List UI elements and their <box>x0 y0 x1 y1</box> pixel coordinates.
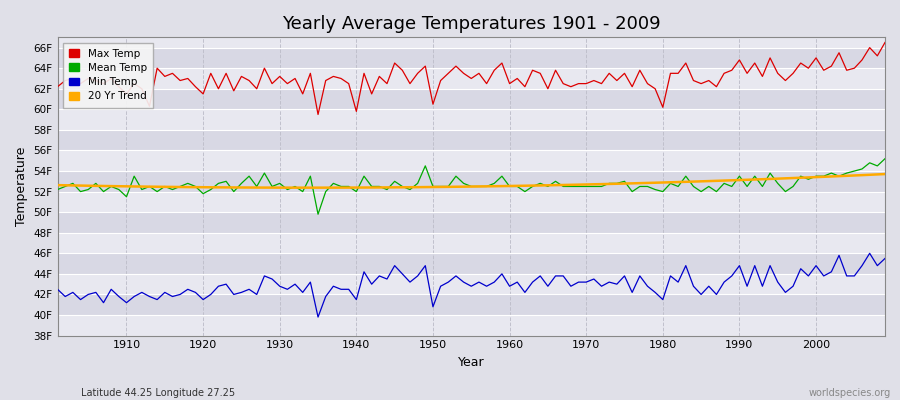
Bar <box>58 68 885 89</box>
Bar <box>58 315 885 336</box>
Bar <box>58 48 885 68</box>
Y-axis label: Temperature: Temperature <box>15 147 28 226</box>
Title: Yearly Average Temperatures 1901 - 2009: Yearly Average Temperatures 1901 - 2009 <box>282 15 661 33</box>
Bar <box>58 192 885 212</box>
Bar <box>58 253 885 274</box>
Text: Latitude 44.25 Longitude 27.25: Latitude 44.25 Longitude 27.25 <box>81 388 235 398</box>
Legend: Max Temp, Mean Temp, Min Temp, 20 Yr Trend: Max Temp, Mean Temp, Min Temp, 20 Yr Tre… <box>63 42 153 108</box>
Bar <box>58 89 885 109</box>
Bar <box>58 294 885 315</box>
Bar <box>58 274 885 294</box>
Bar <box>58 109 885 130</box>
Bar <box>58 212 885 233</box>
Bar <box>58 130 885 150</box>
X-axis label: Year: Year <box>458 356 484 369</box>
Bar <box>58 150 885 171</box>
Bar <box>58 171 885 192</box>
Bar <box>58 233 885 253</box>
Text: worldspecies.org: worldspecies.org <box>809 388 891 398</box>
